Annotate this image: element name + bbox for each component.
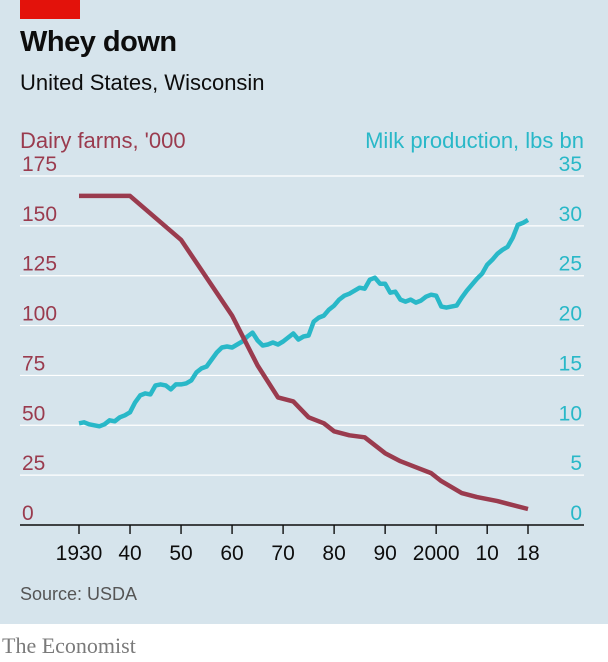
left-tick-label: 75 (22, 352, 45, 375)
left-axis-title: Dairy farms, '000 (20, 128, 186, 153)
gridlines (20, 175, 584, 476)
dairy-farms-line (79, 193, 529, 512)
x-tick-label: 18 (516, 542, 539, 565)
left-tick-label: 25 (22, 452, 45, 475)
x-tick-label: 1930 (56, 542, 103, 565)
milk-production-line (78, 217, 530, 429)
left-tick-label: 150 (22, 203, 57, 226)
right-tick-label: 20 (559, 303, 582, 326)
left-tick-label: 125 (22, 253, 57, 276)
left-tick-label: 100 (22, 303, 57, 326)
left-tick-label: 50 (22, 402, 45, 425)
x-tick-label: 80 (322, 542, 345, 565)
left-axis-ticks: 0 25 50 75 100 125 150 175 (22, 153, 57, 525)
x-axis: 1930 40 50 60 70 80 90 2000 10 18 (20, 524, 584, 565)
right-tick-label: 30 (559, 203, 582, 226)
right-axis-title: Milk production, lbs bn (365, 128, 584, 153)
left-tick-label: 0 (22, 502, 34, 525)
x-tick-label: 10 (476, 542, 499, 565)
series-lines (78, 193, 530, 512)
source-note: Source: USDA (20, 584, 138, 604)
chart-panel (0, 0, 608, 624)
dual-axis-line-chart: 0 25 50 75 100 125 150 175 0 5 10 15 20 25 30 35 1930 4… (20, 153, 584, 565)
brand-accent-tag (20, 0, 80, 19)
x-tick-label: 70 (271, 542, 294, 565)
right-tick-label: 5 (570, 452, 582, 475)
right-tick-label: 0 (570, 502, 582, 525)
chart-subtitle: United States, Wisconsin (20, 70, 265, 95)
right-tick-label: 25 (559, 253, 582, 276)
right-tick-label: 10 (559, 402, 582, 425)
left-tick-label: 175 (22, 153, 57, 176)
right-axis-ticks: 0 5 10 15 20 25 30 35 (559, 153, 582, 525)
x-tick-label: 90 (373, 542, 396, 565)
x-tick-label: 2000 (413, 542, 460, 565)
right-tick-label: 15 (559, 352, 582, 375)
chart-title: Whey down (20, 26, 177, 58)
right-tick-label: 35 (559, 153, 582, 176)
x-tick-label: 40 (118, 542, 141, 565)
x-tick-label: 50 (169, 542, 192, 565)
x-tick-label: 60 (220, 542, 243, 565)
publisher-logo: The Economist (2, 633, 136, 658)
